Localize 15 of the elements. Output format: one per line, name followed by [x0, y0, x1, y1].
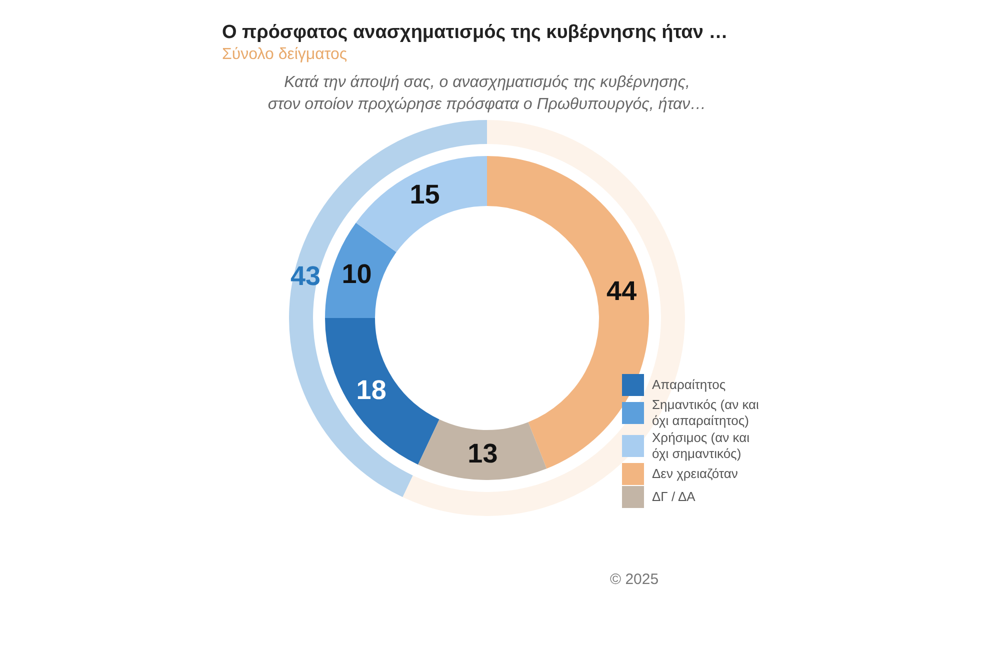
legend-label: Χρήσιμος (αν και όχι σημαντικός)	[652, 430, 751, 462]
data-label: 44	[606, 276, 637, 306]
data-label: 43	[290, 260, 321, 291]
text: Κατά την άποψή σας, ο ανασχηματισμός της κυβέρνησης, στον οποίον προχώρησε πρόσφατα ο Πρωθυπουργός, ήταν…	[266, 73, 708, 115]
chart-title: Ο πρόσφατος ανασχηματισμός της κυβέρνησης ήταν …	[222, 22, 728, 44]
legend-label: Δεν χρειαζόταν	[652, 466, 739, 482]
data-label: 13	[468, 438, 498, 468]
data-label: 15	[410, 179, 440, 210]
data-label: 10	[342, 259, 372, 290]
chart-subtitle: Σύνολο δείγματος	[222, 46, 348, 64]
text: © 2025	[610, 571, 659, 588]
legend-label: Απαραίτητος	[652, 377, 727, 393]
data-label: 18	[356, 374, 386, 405]
legend-label: Σημαντικός (αν και όχι απαραίτητος)	[652, 397, 760, 429]
legend-label: ΔΓ / ΔΑ	[652, 489, 696, 505]
